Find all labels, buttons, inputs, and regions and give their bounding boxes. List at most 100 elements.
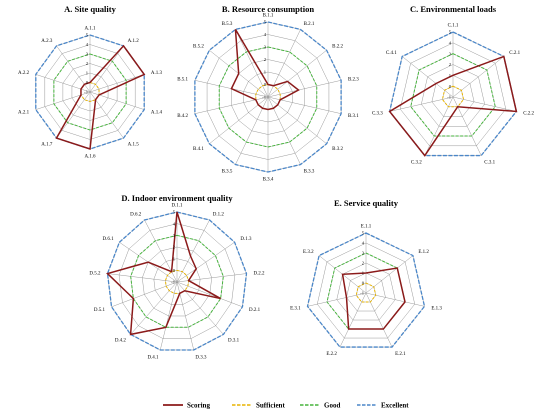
axis-label: E.1.2 [418, 250, 429, 255]
axis-label: B.1.1 [263, 14, 274, 19]
tick-label: 5 [86, 33, 89, 38]
axis-label: A.1.1 [84, 27, 96, 32]
radar-chart-5: E. Service quality -1 0 1 2 3 4 5E.1.1 E.1.2 E.1.… [290, 198, 442, 357]
tick-label: 4 [264, 32, 267, 37]
tick-label: 0 [86, 80, 89, 85]
axis-label: A.2.3 [41, 39, 53, 44]
radar-chart-2: B. Resource consumption -1 0 1 2 3 4 5B.1.1 B.2.… [177, 4, 359, 183]
axis-label: B.5.1 [177, 77, 188, 82]
grid-spoke [89, 91, 124, 139]
tick-label: 2 [86, 61, 89, 66]
series-good [130, 234, 224, 328]
axis-label: A.1.5 [128, 142, 140, 147]
tick-label: 2 [362, 261, 365, 266]
grid-spoke [130, 281, 178, 335]
tick-label: 5 [173, 210, 176, 215]
series-scoring [106, 211, 221, 336]
axis-label: D.6.1 [103, 237, 115, 242]
axis-label: B.3.3 [304, 170, 315, 175]
series-scoring [230, 29, 300, 111]
grid-spoke [307, 292, 367, 307]
axis-label: B.4.2 [177, 114, 188, 119]
axis-label: E.3.2 [303, 250, 314, 255]
axis-label: B.2.2 [332, 45, 343, 50]
grid-spoke [176, 242, 235, 283]
axis-label: B.2.3 [348, 77, 359, 82]
axis-label: E.1.3 [431, 307, 442, 312]
axis-label: D.3.1 [228, 338, 240, 343]
grid-ring [142, 246, 212, 317]
grid-ring [153, 258, 201, 305]
chart-title: B. Resource consumption [222, 4, 314, 14]
grid-spoke [267, 50, 327, 98]
grid-spoke [160, 281, 178, 351]
tick-label: -1 [360, 291, 365, 296]
grid-spoke [389, 96, 454, 112]
grid-ring [346, 272, 386, 312]
axis-label: D.6.2 [130, 213, 142, 218]
grid-ring [118, 223, 236, 339]
axis-label: C.3.2 [411, 161, 422, 166]
axis-label: A.1.2 [128, 39, 140, 44]
axis-label: E.2.2 [326, 352, 337, 357]
grid-spoke [107, 273, 178, 283]
tick-label: 3 [86, 52, 89, 57]
legend-label: Sufficient [256, 402, 285, 410]
tick-label: -1 [262, 95, 267, 100]
tick-label: 3 [362, 251, 365, 256]
chart-title: D. Indoor environment quality [121, 193, 233, 203]
tick-label: 0 [264, 82, 267, 87]
series-excellent [106, 211, 248, 351]
tick-label: -1 [447, 95, 452, 100]
tick-label: 0 [362, 281, 365, 286]
series-sufficient [255, 83, 281, 111]
tick-label: 4 [86, 42, 89, 47]
chart-title: A. Site quality [64, 4, 116, 14]
tick-label: 5 [449, 30, 452, 35]
axis-label: C.3.1 [484, 161, 495, 166]
axis-label: A.2.2 [18, 71, 30, 76]
tick-label: 1 [86, 71, 89, 76]
tick-label: 1 [362, 271, 365, 276]
grid-spoke [89, 74, 145, 93]
grid [307, 232, 425, 348]
grid-spoke [235, 96, 269, 165]
tick-label: -1 [171, 280, 176, 285]
series-sufficient [441, 85, 465, 108]
series-scoring [388, 55, 518, 157]
series-good [410, 53, 496, 137]
series-scoring [55, 44, 146, 150]
axis-label: B.3.5 [222, 170, 233, 175]
chart-title: C. Environmental loads [410, 4, 497, 14]
grid-spoke [339, 292, 367, 348]
tick-label: 1 [173, 256, 176, 261]
grid-spoke [365, 292, 425, 307]
axis-label: D.5.1 [94, 308, 106, 313]
axis-label: C.2.2 [523, 112, 534, 117]
grid-spoke [365, 255, 414, 294]
axis-label: B.5.2 [193, 45, 204, 50]
grid-spoke [402, 56, 454, 98]
grid-ring [336, 262, 396, 321]
series-scoring [341, 267, 406, 330]
tick-label: 3 [173, 233, 176, 238]
series-sufficient [164, 269, 190, 294]
axis-label: D.1.2 [213, 213, 225, 218]
axis-label: B.3.4 [263, 178, 274, 183]
axis-label: D.3.3 [195, 355, 207, 360]
grid-spoke [267, 96, 301, 165]
tick-label: 1 [264, 70, 267, 75]
grid-spoke [176, 281, 224, 335]
axis-label: A.1.6 [84, 155, 96, 160]
radar-chart-4: D. Indoor environment quality-1012345D.1… [89, 193, 265, 360]
axis-label: A.2.1 [18, 110, 30, 115]
series-excellent [194, 21, 342, 173]
axis-label: B.3.1 [348, 114, 359, 119]
tick-label: 3 [264, 45, 267, 50]
legend-label: Excellent [381, 402, 409, 410]
axis-label: B.2.1 [304, 22, 315, 27]
grid-spoke [267, 96, 327, 144]
tick-label: 4 [362, 241, 365, 246]
tick-label: 2 [173, 245, 176, 250]
